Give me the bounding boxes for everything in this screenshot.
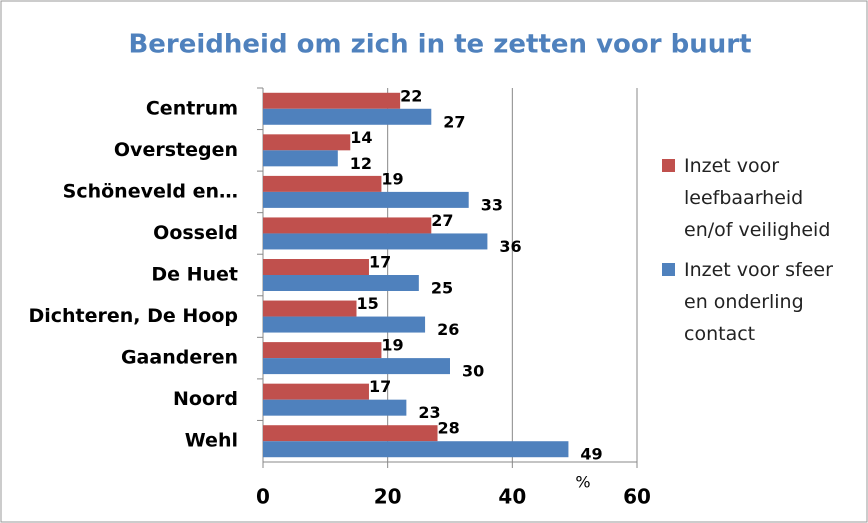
value-label: 19 [381, 336, 403, 355]
legend: Inzet voor leefbaarheid en/of veiligheid… [662, 150, 852, 358]
value-label: 33 [481, 195, 503, 214]
bar [263, 134, 351, 151]
value-label: 22 [400, 86, 422, 105]
legend-item: Inzet voor leefbaarheid en/of veiligheid [662, 150, 852, 246]
bar [263, 175, 382, 192]
bar [263, 399, 407, 416]
y-tick-label: Oosseld [153, 222, 238, 244]
value-label: 28 [438, 419, 460, 438]
value-label: 15 [357, 294, 379, 313]
bar [263, 358, 450, 375]
bar [263, 342, 382, 359]
value-label: 30 [462, 362, 484, 381]
y-tick-label: De Huet [151, 264, 238, 286]
value-label: 12 [350, 154, 372, 173]
legend-swatch [662, 263, 675, 276]
y-tick-label: Dichteren, De Hoop [28, 305, 238, 327]
value-label: 19 [381, 169, 403, 188]
bar [263, 316, 426, 333]
bar [263, 92, 401, 109]
bar [263, 108, 432, 125]
legend-label: Inzet voor sfeer en onderling contact [684, 259, 833, 345]
x-axis-label: % [575, 473, 590, 492]
y-tick-label: Noord [173, 388, 238, 410]
y-tick-label: Wehl [185, 430, 238, 452]
chart-title: Bereidheid om zich in te zetten voor buu… [128, 30, 751, 60]
value-label: 23 [418, 403, 440, 422]
bar [263, 259, 369, 275]
bar [263, 300, 357, 317]
bar [263, 191, 469, 208]
x-tick-label: 20 [374, 485, 402, 509]
bar [263, 275, 419, 291]
bar [263, 150, 338, 167]
bar [263, 233, 488, 250]
bar [263, 425, 438, 442]
bar [263, 441, 569, 458]
y-tick-label: Overstegen [114, 139, 238, 161]
legend-item: Inzet voor sfeer en onderling contact [662, 254, 852, 350]
value-label: 17 [369, 377, 391, 396]
value-label: 27 [443, 112, 465, 131]
legend-swatch [662, 159, 675, 172]
legend-label: Inzet voor leefbaarheid en/of veiligheid [684, 155, 831, 241]
value-label: 36 [499, 237, 521, 256]
bar [263, 383, 369, 400]
value-label: 26 [437, 320, 459, 339]
bar [263, 217, 432, 234]
value-label: 17 [369, 253, 391, 272]
value-label: 49 [580, 445, 602, 464]
y-tick-label: Schöneveld en… [63, 180, 238, 202]
y-tick-label: Centrum [146, 97, 238, 119]
x-tick-label: 60 [623, 485, 651, 509]
x-tick-label: 0 [256, 485, 270, 509]
value-label: 25 [431, 279, 453, 298]
value-label: 27 [431, 211, 453, 230]
value-label: 14 [350, 128, 372, 147]
x-tick-label: 40 [498, 485, 526, 509]
y-tick-label: Gaanderen [121, 347, 238, 369]
